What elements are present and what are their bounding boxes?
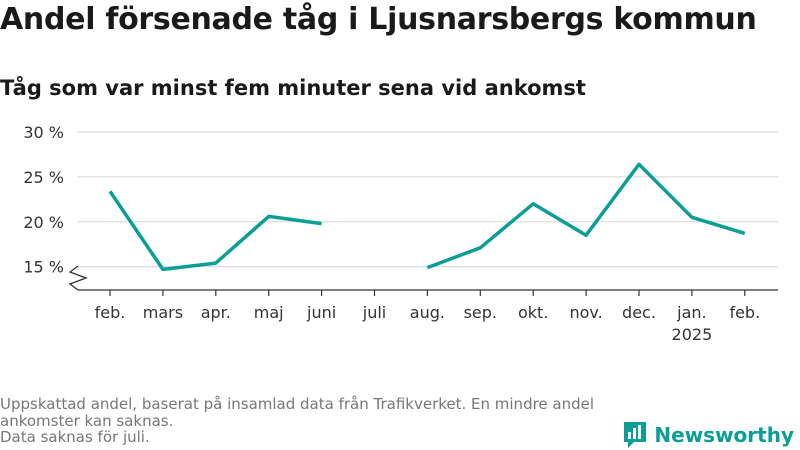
brand: Newsworthy bbox=[622, 420, 794, 450]
x-tick-label: aug. bbox=[410, 303, 445, 322]
x-tick-label: nov. bbox=[569, 303, 602, 322]
x-tick-label: okt. bbox=[518, 303, 548, 322]
y-tick-label: 15 % bbox=[23, 258, 64, 277]
x-tick-label: apr. bbox=[201, 303, 231, 322]
x-tick-label: jan. bbox=[676, 303, 706, 322]
brand-name: Newsworthy bbox=[654, 423, 794, 447]
x-tick-label: dec. bbox=[622, 303, 656, 322]
x-tick-label: feb. bbox=[95, 303, 126, 322]
series-line bbox=[108, 190, 322, 272]
y-axis: 15 % 20 % 25 % 30 % bbox=[23, 123, 88, 291]
note-line: Data saknas för juli. bbox=[0, 428, 150, 446]
series-line bbox=[426, 162, 746, 270]
chart-subtitle: Tåg som var minst fem minuter sena vid a… bbox=[0, 76, 586, 100]
y-tick-label: 20 % bbox=[23, 213, 64, 232]
x-tick-label: maj bbox=[254, 303, 284, 322]
series-lines bbox=[108, 162, 746, 272]
x-tick-label: mars bbox=[143, 303, 183, 322]
x-tick-label: juli bbox=[362, 303, 386, 322]
newsworthy-logo-icon bbox=[624, 422, 647, 448]
x-tick-label: feb. bbox=[729, 303, 760, 322]
x-tick-label: juni bbox=[306, 303, 336, 322]
y-tick-label: 30 % bbox=[23, 123, 64, 142]
x-tick-label: sep. bbox=[464, 303, 497, 322]
note-line: Uppskattad andel, baserat på insamlad da… bbox=[0, 395, 595, 430]
chart-title: Andel försenade tåg i Ljusnarsbergs komm… bbox=[0, 2, 757, 37]
x-year-label: 2025 bbox=[672, 325, 713, 344]
y-tick-label: 25 % bbox=[23, 168, 64, 187]
chart-notes: Uppskattad andel, baserat på insamlad da… bbox=[0, 396, 640, 446]
axis-break-icon bbox=[68, 265, 88, 291]
x-axis: feb. mars apr. maj juni juli aug. sep. okt. nov. d… bbox=[78, 289, 778, 344]
